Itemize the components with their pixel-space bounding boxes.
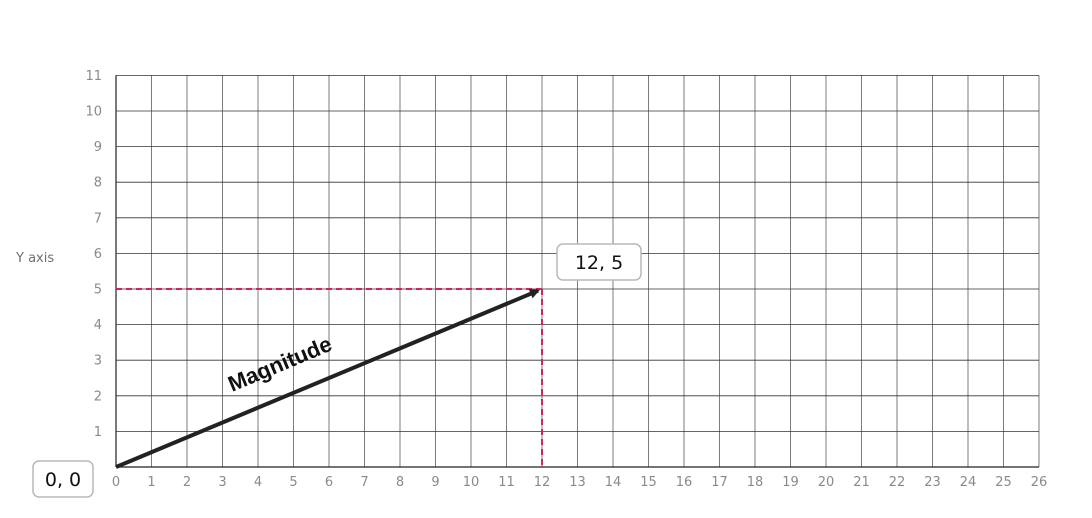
x-tick-label: 22 — [889, 475, 906, 490]
y-tick-label: 8 — [94, 176, 102, 191]
y-tick-label: 1 — [94, 425, 102, 440]
x-tick-label: 2 — [183, 475, 191, 490]
x-tick-label: 26 — [1031, 475, 1048, 490]
y-tick-label: 4 — [94, 318, 102, 333]
x-tick-label: 5 — [289, 475, 297, 490]
x-tick-label: 7 — [360, 475, 368, 490]
x-tick-label: 10 — [463, 475, 480, 490]
x-tick-label: 18 — [747, 475, 764, 490]
magnitude-vector-arrow — [115, 288, 540, 469]
x-tick-label: 24 — [960, 475, 977, 490]
x-tick-label: 23 — [924, 475, 941, 490]
x-tick-label: 8 — [396, 475, 404, 490]
y-tick-label: 7 — [94, 211, 102, 226]
x-tick-label: 1 — [147, 475, 155, 490]
x-tick-label: 20 — [818, 475, 835, 490]
y-axis-label: Y axis — [15, 251, 54, 266]
x-tick-label: 3 — [218, 475, 226, 490]
tick-labels: 0 1 2 3 4 5 6 7 8 9 10 11 12 13 14 15 16 17 18 19 20 21 22 23 24… — [85, 69, 1047, 490]
origin-callout-box — [32, 460, 94, 498]
y-tick-label: 3 — [94, 354, 102, 369]
x-tick-label: 17 — [711, 475, 728, 490]
x-tick-label: 15 — [640, 475, 657, 490]
x-tick-label: 16 — [676, 475, 693, 490]
x-tick-label: 6 — [325, 475, 333, 490]
grid — [115, 75, 1040, 468]
tip-callout-box — [556, 243, 642, 281]
y-tick-label: 11 — [85, 69, 102, 84]
x-tick-label: 14 — [605, 475, 622, 490]
y-tick-label: 9 — [94, 140, 102, 155]
y-tick-label: 10 — [85, 105, 102, 120]
y-tick-label: 5 — [94, 283, 102, 298]
y-tick-label: 6 — [94, 247, 102, 262]
y-tick-label: 2 — [94, 389, 102, 404]
x-tick-label: 9 — [431, 475, 439, 490]
origin-label: 0, 0 — [45, 469, 81, 491]
x-tick-label: 19 — [782, 475, 799, 490]
tip-label: 12, 5 — [575, 252, 623, 274]
x-tick-label: 21 — [853, 475, 870, 490]
x-tick-label: 13 — [569, 475, 586, 490]
magnitude-label: Magnitude — [224, 331, 335, 396]
x-tick-label: 0 — [112, 475, 120, 490]
x-tick-label: 12 — [534, 475, 551, 490]
x-tick-label: 4 — [254, 475, 262, 490]
tip-callout: 12, 5 — [556, 243, 642, 281]
origin-callout: 0, 0 — [32, 460, 94, 498]
x-tick-label: 25 — [995, 475, 1012, 490]
x-tick-label: 11 — [498, 475, 515, 490]
